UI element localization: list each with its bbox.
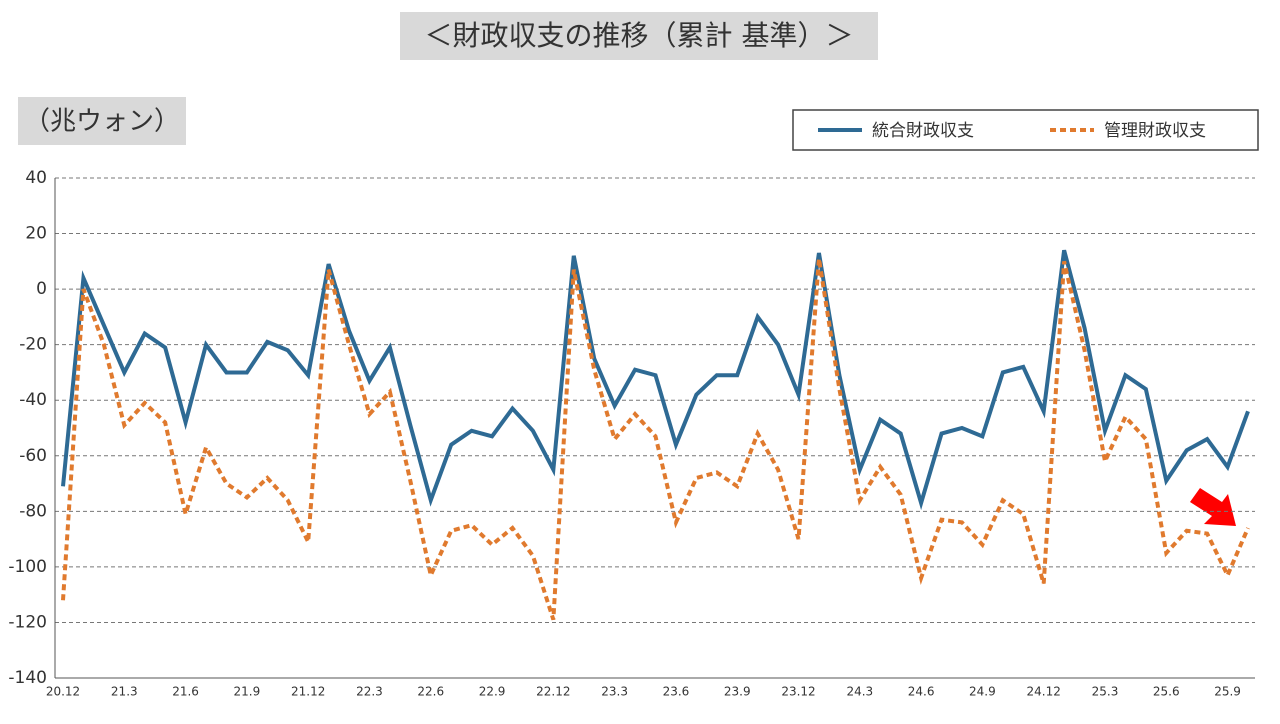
x-tick-label: 21.6 — [172, 685, 199, 699]
series-line — [61, 249, 1250, 511]
y-tick-label: -120 — [8, 612, 47, 632]
x-tick-label: 21.9 — [234, 685, 261, 699]
y-tick-label: -140 — [8, 668, 47, 688]
legend-label: 統合財政収支 — [872, 121, 974, 141]
arrow — [1190, 488, 1236, 526]
x-tick-label: 21.12 — [291, 685, 325, 699]
y-tick-label: 40 — [25, 168, 47, 188]
x-tick-label: 23.9 — [724, 685, 751, 699]
legend-label: 管理財政収支 — [1104, 121, 1206, 141]
x-tick-label: 23.12 — [781, 685, 815, 699]
x-tick-label: 24.12 — [1027, 685, 1061, 699]
unit-box — [18, 97, 186, 145]
x-tick-label: 20.12 — [46, 685, 80, 699]
series-line — [61, 258, 1250, 621]
x-tick-label: 22.9 — [479, 685, 506, 699]
x-tick-label: 23.3 — [601, 685, 628, 699]
y-tick-label: -40 — [19, 390, 47, 410]
x-tick-label: 22.6 — [417, 685, 444, 699]
x-tick-label: 25.9 — [1214, 685, 1241, 699]
title-box — [400, 12, 878, 60]
legend-box — [792, 109, 1259, 151]
x-tick-label: 24.3 — [846, 685, 873, 699]
x-tick-label: 22.12 — [536, 685, 570, 699]
y-tick-label: -100 — [8, 557, 47, 577]
x-tick-label: 25.6 — [1153, 685, 1180, 699]
x-tick-label: 25.3 — [1092, 685, 1119, 699]
chart-title: ＜財政収支の推移（累計 基準）＞ — [425, 19, 854, 52]
y-tick-label: -80 — [19, 501, 47, 521]
y-tick-label: -20 — [19, 335, 47, 355]
x-tick-label: 21.3 — [111, 685, 138, 699]
x-tick-label: 22.3 — [356, 685, 383, 699]
x-tick-label: 24.6 — [908, 685, 935, 699]
y-tick-label: 20 — [25, 224, 47, 244]
unit-label: （兆ウォン） — [24, 107, 180, 137]
x-tick-label: 23.6 — [663, 685, 690, 699]
x-tick-label: 24.9 — [969, 685, 996, 699]
y-tick-label: -60 — [19, 446, 47, 466]
y-tick-label: 0 — [36, 279, 47, 299]
